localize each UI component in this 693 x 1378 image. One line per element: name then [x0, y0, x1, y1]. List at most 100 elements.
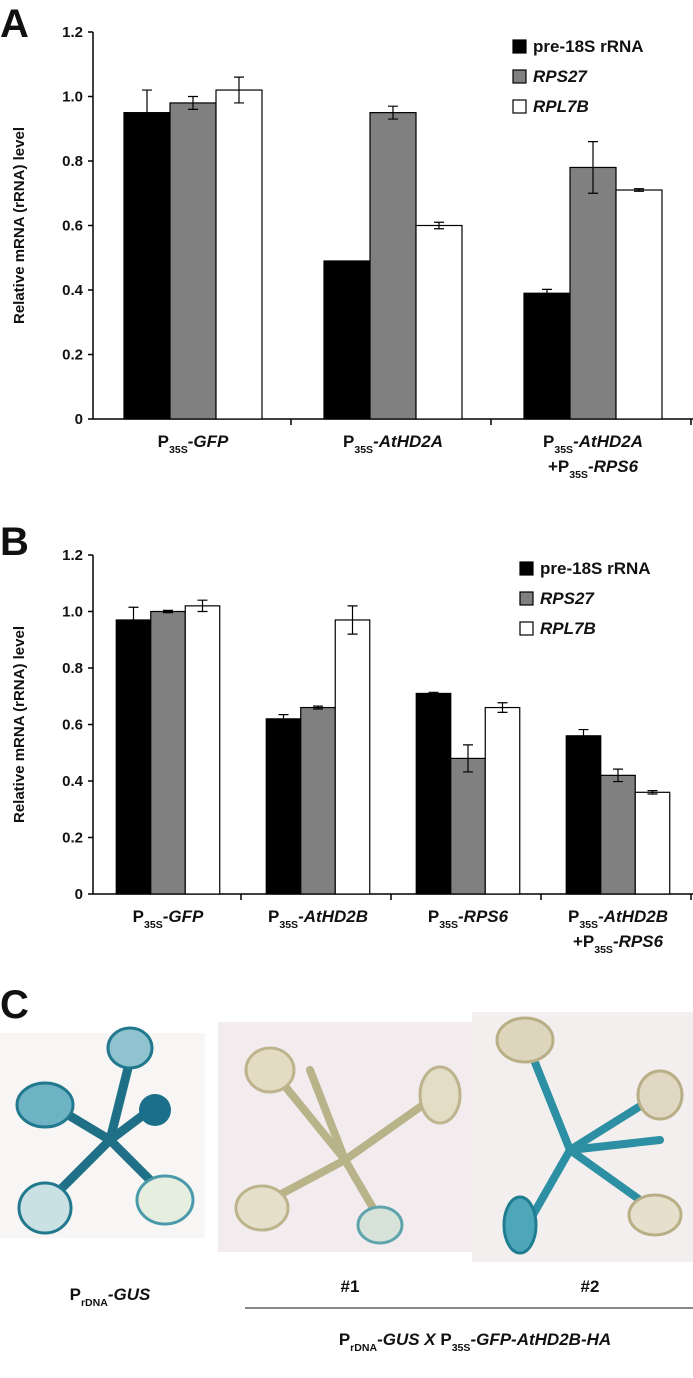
y-tick-label: 0.8 — [62, 660, 83, 677]
y-tick-label: 0 — [75, 411, 83, 428]
y-tick-label: 0.8 — [62, 153, 83, 170]
text-segment: 35S — [279, 919, 298, 931]
error-bar — [463, 744, 473, 773]
text-segment: 35S — [554, 444, 573, 456]
legend-swatch — [512, 69, 527, 84]
text-segment: P — [343, 432, 354, 451]
y-tick-label: 0.6 — [62, 717, 83, 734]
text-segment: P — [158, 432, 169, 451]
error-bar — [542, 288, 552, 298]
error-bar — [428, 691, 439, 696]
bar — [600, 774, 636, 895]
text-segment: P — [543, 432, 554, 451]
text-segment: 35S — [169, 444, 188, 456]
y-tick-label: 1.0 — [62, 604, 83, 621]
x-tick-label: P35S-RPS6 — [428, 907, 509, 931]
bar — [615, 189, 663, 420]
panel-label: B — [0, 520, 29, 564]
text-segment: -GFP-AtHD2B-HA — [470, 1330, 611, 1349]
text-segment: -GUS X — [377, 1330, 437, 1349]
stem — [55, 1055, 165, 1195]
bar — [123, 112, 171, 420]
error-bar — [647, 790, 658, 795]
text-segment: +P — [573, 932, 594, 951]
leaf — [502, 1195, 538, 1255]
y-tick-label: 0.4 — [62, 773, 84, 790]
error-bar — [188, 95, 198, 110]
stem — [266, 1066, 434, 1224]
text-segment: -GFP — [163, 907, 204, 926]
text-segment: P — [133, 907, 144, 926]
y-tick-label: 0 — [75, 886, 83, 903]
legend-swatch — [519, 621, 534, 636]
bar — [415, 224, 463, 420]
leaf — [418, 1065, 462, 1125]
bar — [184, 605, 221, 895]
bar — [334, 619, 371, 895]
y-axis-label: Relative mRNA (rRNA) level — [11, 626, 28, 823]
legend-label: RPS27 — [540, 589, 595, 608]
x-tick-label: P35S-GFP — [133, 907, 204, 931]
text-segment: -AtHD2B — [598, 907, 668, 926]
legend-label: RPL7B — [533, 97, 589, 116]
bar — [484, 706, 521, 895]
text-segment: 35S — [144, 919, 163, 931]
y-tick-label: 0.2 — [62, 347, 83, 364]
y-tick-label: 1.2 — [62, 24, 83, 41]
seedlings — [15, 1016, 684, 1255]
text-segment: P — [436, 1330, 452, 1349]
legend-label: RPL7B — [540, 619, 596, 638]
legend-label: RPS27 — [533, 67, 588, 86]
bar — [565, 735, 602, 895]
legend-label: pre-18S rRNA — [533, 37, 644, 56]
text-segment: -GUS — [108, 1285, 151, 1304]
text-segment: -RPS6 — [458, 907, 509, 926]
bar — [300, 706, 336, 895]
legend-label: pre-18S rRNA — [540, 559, 651, 578]
y-tick-label: 0.2 — [62, 830, 83, 847]
legend-swatch — [519, 561, 534, 576]
text-segment: +P — [548, 457, 569, 476]
x-tick-label: P35S-AtHD2A — [343, 432, 443, 456]
legend-swatch — [512, 39, 527, 54]
bar — [450, 757, 486, 895]
error-bar — [234, 76, 244, 104]
text-segment: P — [568, 907, 579, 926]
error-bar — [142, 89, 152, 136]
error-bar — [278, 714, 289, 724]
text-segment: 35S — [354, 444, 373, 456]
bar — [265, 718, 302, 895]
leaf — [636, 1069, 684, 1121]
bar — [415, 692, 452, 895]
bar — [169, 102, 217, 420]
bar — [150, 610, 186, 895]
bar — [215, 89, 263, 420]
leaf — [17, 1181, 73, 1235]
text-segment: -GFP — [188, 432, 229, 451]
error-bar — [434, 221, 444, 230]
panel-label: C — [0, 983, 29, 1027]
text-segment: rDNA — [81, 1297, 108, 1309]
text-segment: 35S — [452, 1342, 471, 1354]
leaf — [135, 1174, 195, 1226]
leaf — [106, 1026, 154, 1070]
line-label: #2 — [581, 1277, 600, 1296]
text-segment: 35S — [439, 919, 458, 931]
error-bar — [578, 728, 589, 743]
error-bar — [163, 609, 173, 614]
y-tick-label: 1.2 — [62, 547, 83, 564]
leaf — [139, 1094, 171, 1126]
error-bar — [313, 705, 323, 710]
error-bar — [634, 188, 644, 192]
text-segment: P — [428, 907, 439, 926]
leaf — [627, 1193, 683, 1237]
text-segment: P — [70, 1285, 81, 1304]
leaf — [244, 1046, 296, 1094]
text-segment: 35S — [579, 919, 598, 931]
x-tick-label: P35S-AtHD2A — [543, 432, 643, 456]
x-tick-label: P35S-AtHD2B — [568, 907, 668, 931]
legend-swatch — [512, 99, 527, 114]
bar — [323, 260, 371, 420]
text-segment: -RPS6 — [588, 457, 639, 476]
